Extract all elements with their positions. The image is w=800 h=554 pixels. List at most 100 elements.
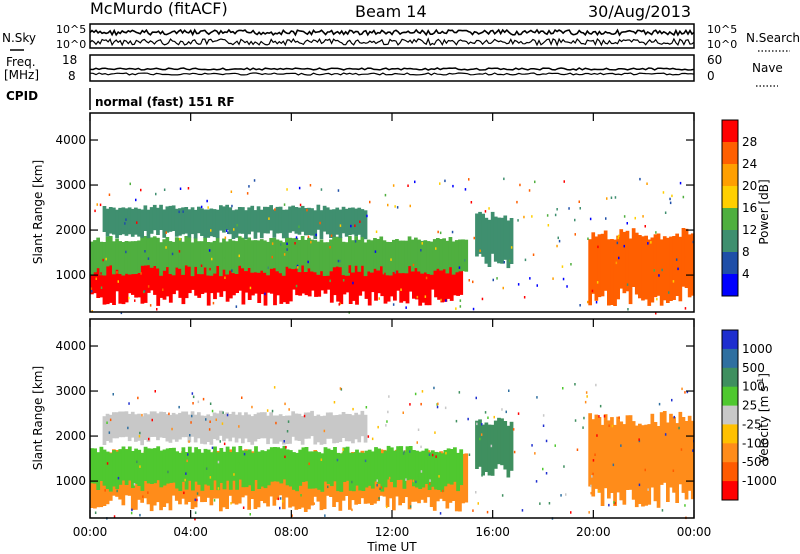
velocity-echo-cell xyxy=(453,447,457,482)
velocity-echo-cell xyxy=(118,449,123,485)
power-echo-cell xyxy=(238,246,243,291)
power-echo-cell xyxy=(259,239,264,271)
power-echo-speck xyxy=(231,269,233,272)
velocity-echo-cell xyxy=(247,449,252,486)
power-echo-cell xyxy=(168,253,173,303)
velocity-echo-speck xyxy=(342,448,344,451)
power-echo-cell xyxy=(253,210,258,239)
power-echo-cell xyxy=(228,250,233,299)
power-echo-speck xyxy=(532,253,535,256)
velocity-echo-speck xyxy=(402,452,405,455)
power-echo-cell xyxy=(285,236,289,267)
power-echo-cell xyxy=(314,249,318,297)
velocity-echo-cell xyxy=(134,414,138,442)
power-echo-speck xyxy=(440,298,442,302)
power-echo-cell xyxy=(276,248,280,296)
velocity-echo-speck xyxy=(266,409,269,412)
power-echo-cell xyxy=(379,236,384,267)
power-echo-cell xyxy=(638,235,642,299)
cpid-value: normal (fast) 151 RF xyxy=(95,95,235,109)
power-echo-speck xyxy=(253,179,256,182)
velocity-echo-cell xyxy=(307,451,312,489)
power-colorbar-swatch xyxy=(722,142,738,165)
velocity-echo-speck xyxy=(594,453,596,456)
velocity-echo-cell xyxy=(437,452,441,490)
velocity-echo-speck xyxy=(545,472,548,475)
power-echo-cell xyxy=(594,236,599,301)
velocity-echo-cell xyxy=(644,424,648,506)
velocity-echo-cell xyxy=(281,457,286,510)
power-echo-speck xyxy=(295,284,298,288)
velocity-echo-speck xyxy=(512,428,515,431)
power-echo-cell xyxy=(603,230,608,291)
power-echo-cell xyxy=(212,209,217,238)
velocity-echo-cell xyxy=(291,411,295,437)
velocity-echo-speck xyxy=(238,425,240,428)
power-echo-speck xyxy=(224,236,227,239)
power-echo-cell xyxy=(341,241,346,276)
power-echo-speck xyxy=(100,286,103,289)
noise-sky-trace xyxy=(89,28,695,37)
power-echo-cell xyxy=(231,240,236,274)
power-echo-speck xyxy=(445,299,447,302)
power-echo-cell xyxy=(171,205,176,231)
power-echo-cell xyxy=(432,239,437,271)
noise-search-trace xyxy=(89,37,695,47)
power-echo-cell xyxy=(108,253,113,303)
velocity-echo-cell xyxy=(108,414,113,443)
velocity-echo-cell xyxy=(348,452,353,491)
power-echo-speck xyxy=(517,219,519,222)
velocity-echo-speck xyxy=(481,474,483,477)
power-echo-speck xyxy=(140,272,142,275)
velocity-echo-cell xyxy=(613,424,617,506)
velocity-echo-cell xyxy=(303,412,308,439)
velocity-echo-cell xyxy=(506,425,511,478)
power-echo-speck xyxy=(529,277,531,280)
velocity-echo-speck xyxy=(487,416,489,419)
power-echo-speck xyxy=(616,241,619,245)
power-echo-cell xyxy=(168,241,173,274)
velocity-echo-cell xyxy=(250,416,255,445)
freq-panel-frame xyxy=(89,54,695,82)
velocity-echo-speck xyxy=(233,473,235,476)
velocity-echo-speck xyxy=(288,408,290,411)
power-echo-cell xyxy=(168,205,173,232)
power-echo-speck xyxy=(283,253,286,256)
velocity-echo-cell xyxy=(206,414,211,442)
power-echo-speck xyxy=(642,215,644,218)
power-echo-speck xyxy=(310,240,312,244)
power-echo-speck xyxy=(95,277,97,280)
velocity-echo-speck xyxy=(680,448,683,451)
power-echo-speck xyxy=(268,217,270,220)
velocity-echo-cell xyxy=(374,447,378,482)
power-echo-cell xyxy=(184,236,189,266)
velocity-echo-speck xyxy=(376,479,378,482)
power-echo-cell xyxy=(503,215,508,260)
power-echo-cell xyxy=(108,236,113,266)
velocity-echo-cell xyxy=(105,413,110,441)
power-echo-speck xyxy=(626,222,628,225)
velocity-echo-speck xyxy=(323,429,326,433)
velocity-echo-speck xyxy=(686,390,689,394)
velocity-echo-cell xyxy=(263,412,267,439)
power-echo-speck xyxy=(147,257,150,260)
velocity-echo-speck xyxy=(365,406,368,409)
power-echo-speck xyxy=(339,259,341,263)
velocity-echo-speck xyxy=(603,415,606,418)
velocity-echo-cell xyxy=(212,412,217,439)
velocity-echo-speck xyxy=(416,441,418,444)
velocity-echo-speck xyxy=(194,498,196,502)
velocity-echo-cell xyxy=(675,423,679,503)
power-colorbar-tick: 28 xyxy=(742,135,757,149)
power-echo-cell xyxy=(130,241,135,275)
velocity-echo-speck xyxy=(284,455,286,459)
power-echo-speck xyxy=(283,203,286,206)
power-echo-speck xyxy=(589,217,592,221)
power-echo-cell xyxy=(134,207,138,235)
velocity-echo-cell xyxy=(323,447,328,482)
power-echo-speck xyxy=(523,296,526,299)
velocity-echo-speck xyxy=(137,396,139,400)
freq-left-tick-bottom: 8 xyxy=(68,69,76,83)
noise-sky-label: N.Sky xyxy=(2,31,36,45)
power-echo-speck xyxy=(366,214,368,218)
